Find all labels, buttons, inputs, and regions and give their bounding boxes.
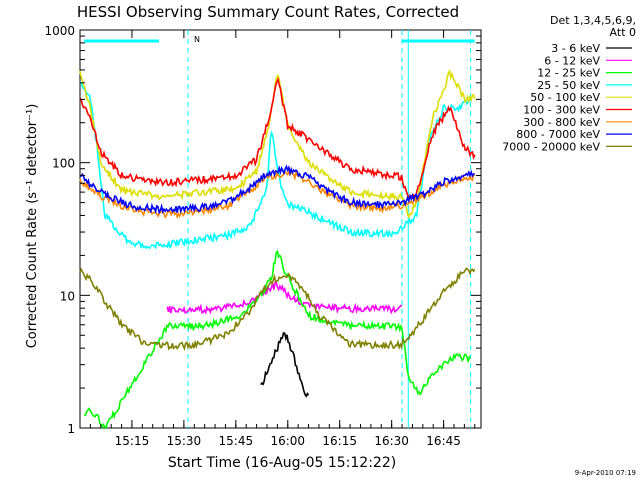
series-line-7 [79,164,475,215]
plot-frame [79,29,482,429]
y-axis-label: Corrected Count Rate (s⁻¹ detector⁻¹) [25,104,40,349]
legend-header-line: Att 0 [610,26,636,39]
annotation-0: N [194,35,200,44]
x-axis-label: Start Time (16-Aug-05 15:12:22) [168,455,396,471]
x-tick-label: 15:30 [167,434,202,448]
series-line-8 [79,267,476,352]
chart-title: HESSI Observing Summary Count Rates, Cor… [77,3,459,21]
legend-label: 25 - 50 keV [537,79,600,92]
series-layer [79,69,476,430]
legend-label: 800 - 7000 keV [516,128,600,141]
legend-label: 50 - 100 keV [530,91,600,104]
series-line-2 [84,249,471,430]
plot-area [79,29,482,429]
series-line-3 [79,81,472,250]
y-tick-label: 1 [67,422,75,436]
series-line-5 [79,76,476,201]
footer-timestamp: 9-Apr-2010 07:19 [575,469,636,477]
legend-label: 12 - 25 keV [537,67,600,80]
y-tick-label: 10 [60,289,75,303]
legend-label: 6 - 12 keV [544,54,600,67]
x-tick-label: 16:30 [374,434,409,448]
series-line-4 [79,69,476,220]
x-tick-label: 15:15 [115,434,150,448]
legend-header-line: Det 1,3,4,5,6,9, [550,14,636,27]
x-tick-label: 16:15 [322,434,357,448]
series-line-1 [166,281,403,315]
legend-label: 300 - 800 keV [523,116,600,129]
x-tick-label: 16:45 [426,434,461,448]
y-tick-label: 1000 [44,24,75,38]
series-line-0 [260,332,310,398]
legend-label: 3 - 6 keV [551,42,600,55]
axes-layer: 15:15 15:30 15:45 16:00 16:15 16:30 16:45 1 10 10… [44,24,481,448]
x-tick-label: 15:45 [219,434,254,448]
y-tick-label: 100 [52,157,75,171]
legend-label: 7000 - 20000 keV [502,140,600,153]
legend-label: 100 - 300 keV [523,104,600,117]
x-tick-label: 16:00 [270,434,305,448]
